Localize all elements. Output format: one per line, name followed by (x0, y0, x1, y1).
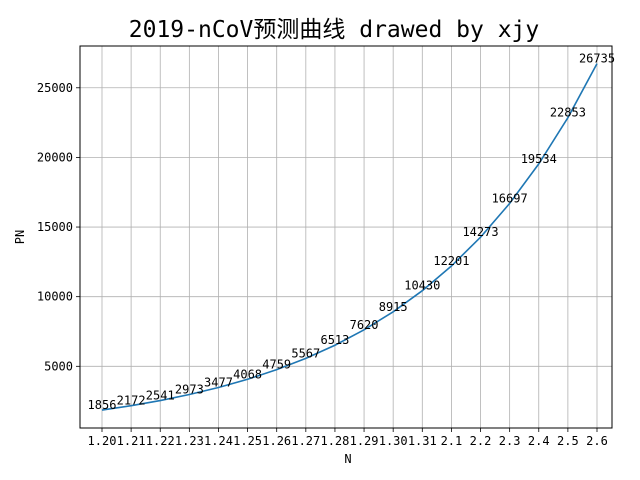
data-labels: 1856 2172 2541 2973347740684759556765137620… (88, 52, 616, 412)
data-label: 2172 (117, 394, 146, 408)
x-tick-label: 2.5 (557, 434, 579, 448)
data-label: 4068 (233, 367, 262, 381)
x-tick-label: 1.27 (291, 434, 320, 448)
plot-frame (79, 45, 613, 429)
x-tick-label: 1.22 (146, 434, 175, 448)
x-tick-label: 2.4 (528, 434, 550, 448)
x-axis: 1.20 1.21 1.22 1.23 1.24 1.25 1.26 1.27 1.28 1.29… (88, 428, 608, 448)
data-label: 22853 (550, 106, 586, 120)
x-tick-label: 1.30 (379, 434, 408, 448)
data-label: 1856 (88, 398, 117, 412)
x-tick-label: 1.24 (204, 434, 233, 448)
x-axis-label: N (344, 452, 351, 466)
y-tick-label: 20000 (37, 150, 73, 164)
x-tick-label: 2.1 (441, 434, 463, 448)
x-tick-label: 2.2 (470, 434, 492, 448)
y-axis: 5000 10000 15000 20000 25000 (37, 81, 80, 373)
data-label: 6513 (320, 333, 349, 347)
data-label: 12201 (433, 254, 469, 268)
data-label: 26735 (579, 52, 615, 66)
data-label: 3477 (204, 376, 233, 390)
x-tick-label: 1.29 (350, 434, 379, 448)
y-tick-label: 25000 (37, 81, 73, 95)
data-label: 14273 (462, 225, 498, 239)
data-label: 2973 (175, 383, 204, 397)
data-label: 2541 (146, 389, 175, 403)
y-tick-label: 10000 (37, 290, 73, 304)
data-label: 8915 (379, 300, 408, 314)
y-axis-label: PN (13, 230, 27, 244)
y-tick-label: 5000 (44, 359, 73, 373)
data-label: 5567 (291, 346, 320, 360)
x-tick-label: 2.3 (499, 434, 521, 448)
y-gridlines (80, 87, 612, 367)
x-tick-label: 2.6 (586, 434, 608, 448)
data-label: 4759 (262, 358, 291, 372)
chart-title: 2019-nCoV预测曲线 drawed by xjy (129, 17, 540, 43)
x-tick-label: 1.25 (233, 434, 262, 448)
y-tick-label: 15000 (37, 220, 73, 234)
data-label: 10430 (404, 279, 440, 293)
x-tick-label: 1.20 (88, 434, 117, 448)
x-tick-label: 1.21 (117, 434, 146, 448)
x-tick-label: 1.26 (262, 434, 291, 448)
x-tick-label: 1.31 (408, 434, 437, 448)
data-label: 16697 (492, 191, 528, 205)
x-tick-label: 1.23 (175, 434, 204, 448)
x-gridlines (101, 46, 598, 428)
x-tick-label: 1.28 (320, 434, 349, 448)
data-label: 7620 (350, 318, 379, 332)
data-label: 19534 (521, 152, 557, 166)
series-line (101, 63, 598, 411)
